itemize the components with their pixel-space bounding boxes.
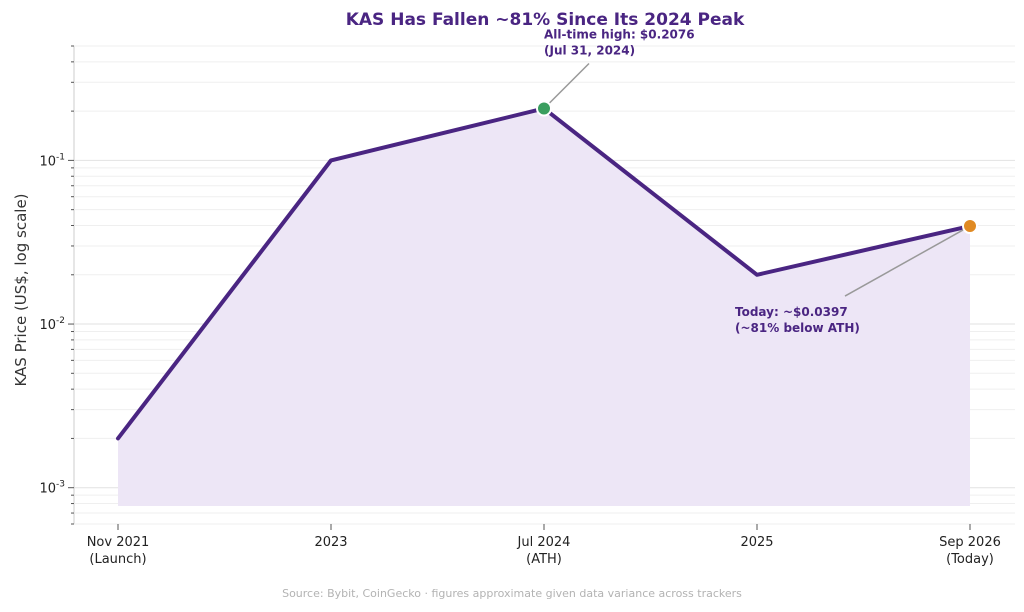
annotations: All-time high: $0.2076 (Jul 31, 2024) Toda… [536, 27, 978, 335]
x-tick-label: Nov 2021 [87, 535, 150, 550]
x-tick-label: 2023 [314, 535, 347, 550]
x-tick-label: (Launch) [89, 552, 146, 567]
x-tick-label: (Today) [946, 552, 994, 567]
annotation-marker [536, 100, 552, 117]
y-tick-label: 10-1 [39, 152, 65, 169]
source-note: Source: Bybit, CoinGecko · figures appro… [282, 587, 742, 600]
annotation-marker [962, 218, 978, 235]
chart-title: KAS Has Fallen ~81% Since Its 2024 Peak [346, 10, 745, 30]
annotation-label: Today: ~$0.0397 [735, 305, 848, 319]
x-tick-label: Jul 2024 [517, 535, 571, 550]
y-axis-ticks: 10-3 10-2 10-1 [39, 45, 74, 525]
y-tick-label: 10-2 [39, 316, 65, 333]
x-axis: Nov 2021 (Launch) 2023 Jul 2024 (ATH) 2025 Sep… [87, 524, 1001, 567]
annotation-label: (~81% below ATH) [735, 321, 860, 335]
area-shape [118, 108, 970, 506]
annotation-leader [543, 62, 590, 110]
x-tick-label: Sep 2026 [939, 535, 1001, 550]
annotation-label: All-time high: $0.2076 [544, 27, 695, 41]
x-tick-label: 2025 [740, 535, 773, 550]
x-tick-label: (ATH) [526, 552, 562, 567]
y-axis-label: KAS Price (US$, log scale) [12, 193, 30, 386]
annotation-leader [844, 225, 971, 297]
y-tick-label: 10-3 [39, 480, 65, 497]
annotation-label: (Jul 31, 2024) [544, 43, 635, 57]
area-fill [118, 108, 970, 506]
